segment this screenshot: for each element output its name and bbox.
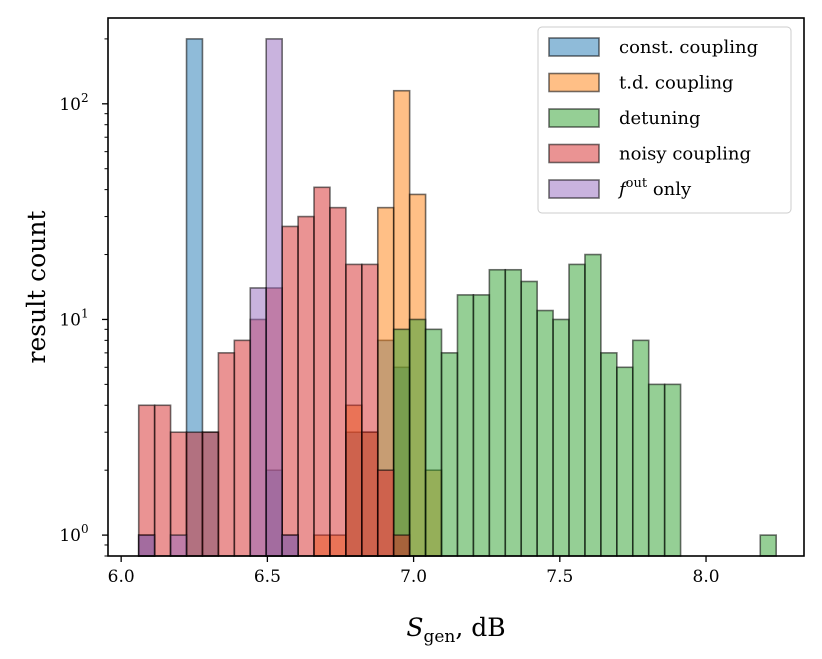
bar-series-2-bin-15 bbox=[631, 339, 650, 557]
bar-series-2-bin-8 bbox=[520, 280, 538, 557]
x-axis-label: Sgen, dB bbox=[406, 613, 505, 647]
legend-item-2: detuning bbox=[548, 108, 700, 129]
bar-series-3-bin-9 bbox=[281, 225, 299, 557]
legend-label: t.d. coupling bbox=[619, 73, 734, 94]
legend-swatch bbox=[548, 179, 600, 199]
bar-series-2-bin-4 bbox=[456, 294, 475, 557]
y-axis: 100 101 102 bbox=[59, 38, 108, 557]
bar-series-3-bin-3 bbox=[185, 431, 204, 557]
bar-series-4-bin-4 bbox=[281, 534, 299, 557]
bar-series-2-bin-11 bbox=[568, 263, 586, 557]
legend-label: fout only bbox=[617, 176, 692, 200]
bar-series-4-bin-0 bbox=[137, 534, 156, 557]
legend-label: noisy coupling bbox=[619, 144, 751, 165]
x-tick-label: 7.5 bbox=[546, 567, 573, 587]
legend-item-1: t.d. coupling bbox=[548, 72, 734, 94]
legend-label: detuning bbox=[619, 108, 700, 129]
bar-series-2-bin-0 bbox=[392, 328, 411, 557]
x-axis: 6.0 6.5 7.0 7.5 8.0 bbox=[108, 556, 720, 587]
bar-series-2-bin-13 bbox=[600, 352, 618, 557]
bar-series-2-bin-5 bbox=[472, 294, 491, 557]
bar-series-3-bin-16 bbox=[392, 534, 411, 557]
legend-item-0: const. coupling bbox=[548, 37, 758, 58]
bar-series-3-bin-15 bbox=[376, 469, 395, 557]
bar-series-2-bin-6 bbox=[488, 268, 507, 557]
y-tick-label: 101 bbox=[59, 306, 88, 330]
bar-series-3-bin-10 bbox=[297, 215, 315, 557]
legend-swatch bbox=[548, 72, 600, 93]
y-axis-label: result count bbox=[22, 211, 51, 364]
bar-series-4-bin-3 bbox=[265, 38, 283, 557]
legend-swatch bbox=[548, 143, 600, 164]
legend-item-3: noisy coupling bbox=[548, 143, 751, 165]
bar-series-3-bin-11 bbox=[313, 186, 331, 557]
bar-series-3-bin-13 bbox=[345, 263, 363, 557]
bar-series-2-bin-10 bbox=[552, 318, 570, 557]
legend-item-4: fout only bbox=[548, 176, 692, 200]
bar-series-3-bin-0 bbox=[137, 404, 156, 557]
series-2 bbox=[392, 253, 777, 557]
bar-series-2-bin-9 bbox=[536, 309, 554, 557]
x-tick-label: 7.0 bbox=[400, 567, 427, 587]
bar-series-2-bin-7 bbox=[504, 268, 523, 557]
legend-swatch bbox=[548, 37, 600, 57]
x-tick-label: 6.5 bbox=[254, 567, 281, 587]
bar-series-4-bin-2 bbox=[249, 287, 268, 557]
legend-swatch bbox=[548, 108, 600, 128]
bar-series-3-bin-6 bbox=[233, 339, 252, 557]
bar-series-3-bin-12 bbox=[329, 206, 347, 557]
bar-series-2-bin-18 bbox=[759, 534, 777, 557]
x-tick-label: 8.0 bbox=[693, 567, 720, 587]
bar-series-2-bin-1 bbox=[408, 318, 427, 557]
plot-frame bbox=[107, 17, 805, 557]
bar-series-2-bin-16 bbox=[647, 383, 666, 557]
bar-series-2-bin-2 bbox=[424, 328, 443, 557]
bar-series-3-bin-1 bbox=[153, 404, 172, 557]
bar-series-3-bin-14 bbox=[361, 263, 379, 557]
legend: const. coupling t.d. coupling detuning nois… bbox=[537, 26, 792, 214]
y-tick-label: 102 bbox=[59, 91, 88, 115]
x-tick-label: 6.0 bbox=[108, 567, 135, 587]
legend-frame bbox=[537, 26, 792, 214]
y-tick-label: 100 bbox=[59, 522, 88, 546]
bar-series-3-bin-4 bbox=[201, 431, 220, 557]
bar-series-2-bin-14 bbox=[616, 366, 634, 557]
bar-series-3-bin-5 bbox=[217, 352, 236, 557]
bar-series-2-bin-12 bbox=[584, 253, 602, 557]
bar-series-2-bin-3 bbox=[440, 352, 459, 557]
legend-label: const. coupling bbox=[619, 37, 758, 58]
bar-series-2-bin-17 bbox=[663, 383, 682, 557]
bar-series-4-bin-1 bbox=[169, 534, 188, 557]
